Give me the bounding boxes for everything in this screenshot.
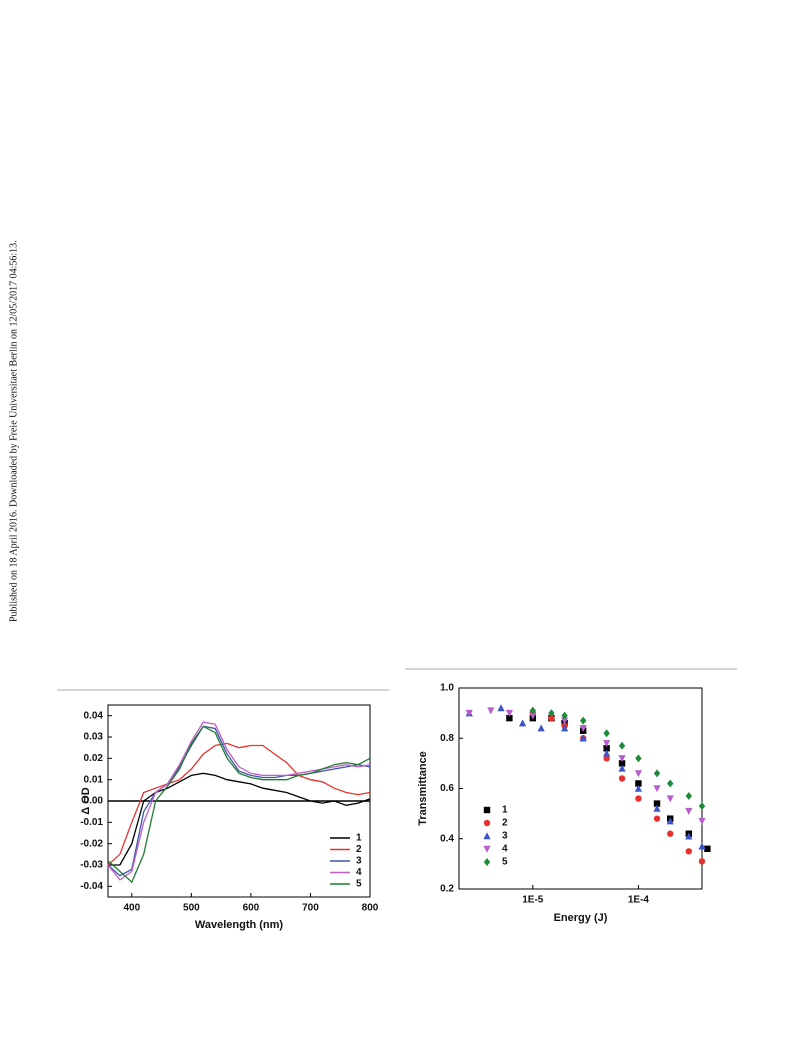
marker <box>579 725 587 732</box>
y-tick-label: 0.8 <box>440 733 454 744</box>
marker <box>698 858 706 865</box>
marker <box>603 729 610 738</box>
marker <box>483 819 491 827</box>
y-tick-label: 0.6 <box>440 783 454 794</box>
legend-label: 1 <box>502 805 508 816</box>
legend-label: 2 <box>356 844 362 855</box>
marker <box>618 775 626 782</box>
x-tick-label: 1E-5 <box>522 895 544 906</box>
marker <box>653 785 661 793</box>
marker <box>653 769 661 778</box>
marker <box>561 711 568 720</box>
x-tick-label: 600 <box>243 903 260 914</box>
marker <box>506 714 513 722</box>
marker <box>685 832 693 840</box>
marker <box>618 741 626 750</box>
marker <box>603 745 610 752</box>
legend-label: 5 <box>502 857 508 868</box>
marker <box>603 749 611 757</box>
marker <box>653 800 661 807</box>
marker <box>653 815 661 822</box>
marker <box>529 712 537 720</box>
series-line <box>107 725 371 884</box>
y-tick-label: 0.2 <box>440 884 454 895</box>
marker <box>561 717 569 725</box>
marker <box>667 830 674 837</box>
x-tick-label: 500 <box>183 903 200 914</box>
marker <box>685 848 693 855</box>
marker <box>603 755 610 762</box>
y-tick-label: 0.04 <box>84 710 104 721</box>
marker <box>505 709 513 717</box>
x-tick-label: 400 <box>123 903 140 914</box>
marker <box>483 845 491 853</box>
marker <box>518 719 527 727</box>
marker <box>634 784 643 792</box>
x-axis-title: Energy (J) <box>554 912 608 924</box>
side-note: Published on 18 April 2016. Downloaded b… <box>8 240 19 622</box>
marker <box>537 724 545 732</box>
marker <box>618 764 626 772</box>
series-line <box>107 725 371 877</box>
x-axis-title: Wavelength (nm) <box>195 919 284 931</box>
marker <box>666 817 674 825</box>
marker <box>579 734 587 742</box>
marker <box>635 795 642 802</box>
y-tick-label: -0.02 <box>80 838 103 849</box>
legend-label: 3 <box>356 856 362 867</box>
marker <box>698 817 706 825</box>
marker <box>635 754 642 763</box>
legend-label: 4 <box>356 867 362 878</box>
y-tick-label: 0.01 <box>84 774 104 785</box>
y-axis-title: Transmittance <box>417 751 429 826</box>
y-tick-label: -0.03 <box>80 860 103 871</box>
marker <box>704 845 711 852</box>
marker <box>618 755 626 763</box>
legend-label: 3 <box>502 831 508 842</box>
marker <box>483 832 491 840</box>
marker <box>635 780 642 787</box>
series-line <box>107 721 371 881</box>
marker <box>666 795 674 803</box>
marker <box>497 704 505 712</box>
marker <box>698 842 706 850</box>
marker <box>483 858 491 866</box>
marker <box>603 740 611 748</box>
marker <box>529 706 537 715</box>
x-tick-label: 1E-4 <box>628 895 650 906</box>
marker <box>548 714 555 722</box>
marker <box>465 709 473 717</box>
y-tick-label: 0.02 <box>84 753 104 764</box>
marker <box>698 802 706 811</box>
y-tick-label: -0.04 <box>80 881 103 892</box>
marker <box>483 806 491 814</box>
y-tick-label: -0.01 <box>80 817 103 828</box>
marker <box>580 716 587 725</box>
series-line <box>108 772 371 866</box>
marker <box>561 724 569 732</box>
x-tick-label: 800 <box>362 903 379 914</box>
legend-label: 2 <box>502 818 508 829</box>
marker <box>634 770 643 778</box>
legend-label: 1 <box>356 833 362 844</box>
legend-label: 4 <box>502 844 508 855</box>
y-tick-label: 1.0 <box>440 683 454 694</box>
marker <box>548 709 555 718</box>
y-tick-label: 0.4 <box>440 833 454 844</box>
series-line <box>107 742 371 866</box>
marker <box>685 792 693 801</box>
y-tick-label: 0.00 <box>84 796 104 807</box>
y-tick-label: 0.03 <box>84 732 104 743</box>
y-axis-title: Δ OD <box>80 787 92 815</box>
marker <box>487 707 495 715</box>
marker <box>618 760 626 767</box>
marker <box>653 804 661 812</box>
marker <box>685 807 693 815</box>
x-tick-label: 700 <box>302 903 319 914</box>
marker <box>667 779 674 788</box>
legend-label: 5 <box>356 879 362 890</box>
